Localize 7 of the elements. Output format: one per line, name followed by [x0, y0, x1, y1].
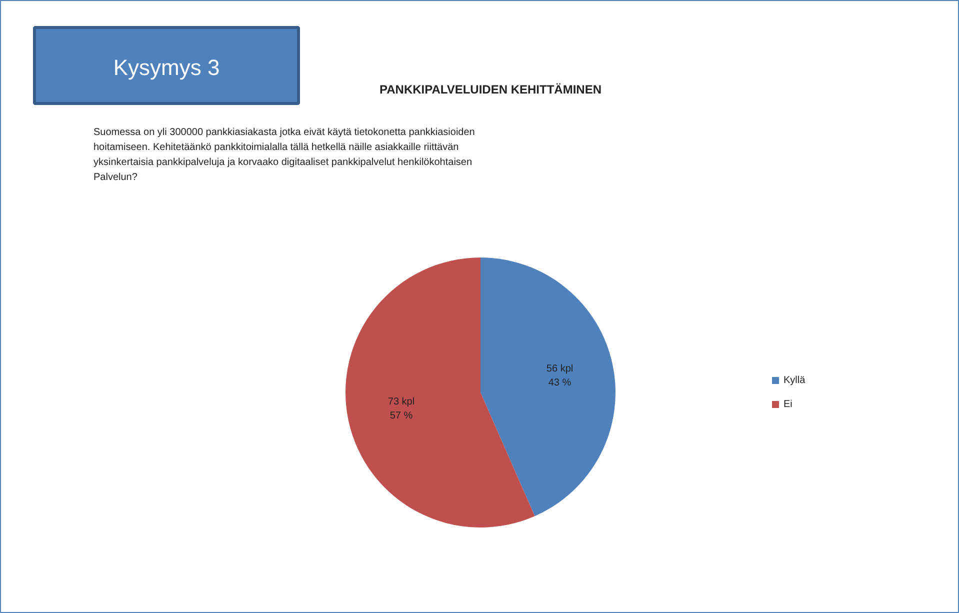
chart-subtitle: Suomessa on yli 300000 pankkiasiakasta jotka eivät käytä tietokonetta pankkiasioiden hoitamiseen. Kehitetäänkö pankkitoimialalla tällä hetkellä näille asiakkaille riittävän yksinkertaisia pankkipalveluja ja korvaako digitaaliset pankkipalvelut henkilökohtaisen Palvelun?: [94, 127, 475, 183]
legend-label: Ei: [784, 399, 792, 410]
data-label: 56 kpl 43 %: [546, 363, 574, 388]
text: Kysymys 3: [113, 55, 220, 80]
data-label: 73 kpl 57 %: [388, 396, 415, 422]
chart-title: PANKKIPALVELUIDEN KEHITTÄMINEN: [380, 82, 602, 96]
legend-label: Kyllä: [784, 375, 806, 386]
